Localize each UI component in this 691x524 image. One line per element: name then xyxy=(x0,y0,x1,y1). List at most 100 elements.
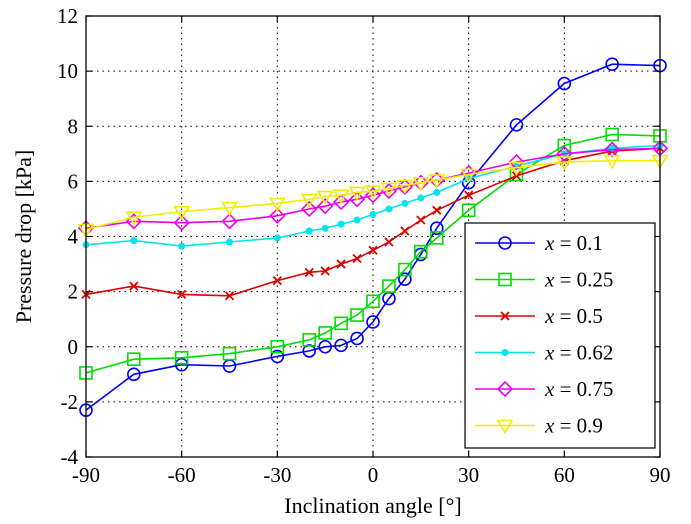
data-point xyxy=(316,190,334,206)
legend-box xyxy=(464,222,656,449)
x-tick-label: -90 xyxy=(72,463,100,487)
data-point xyxy=(433,188,441,196)
series-0.9 xyxy=(77,154,669,239)
data-point xyxy=(508,161,525,177)
y-axis-label: Pressure drop [kPa] xyxy=(11,150,36,324)
data-point xyxy=(368,245,378,255)
data-point xyxy=(174,350,189,365)
series-line xyxy=(85,63,661,411)
data-point xyxy=(605,127,619,142)
data-point xyxy=(432,205,442,215)
data-point xyxy=(348,191,366,208)
data-point xyxy=(173,205,191,221)
data-point xyxy=(177,289,187,300)
legend-item: x = 0.1 xyxy=(475,231,603,255)
y-tick-label: 2 xyxy=(68,280,79,304)
data-point xyxy=(508,153,525,171)
data-point xyxy=(270,349,285,364)
data-point xyxy=(305,227,313,235)
data-point xyxy=(302,344,317,358)
data-point xyxy=(509,118,524,132)
series-lines xyxy=(77,57,669,417)
data-point xyxy=(302,333,317,347)
data-point xyxy=(300,193,318,208)
legend-label: x = 0.75 xyxy=(544,377,613,401)
data-point xyxy=(385,205,393,213)
legend-marker xyxy=(501,349,509,356)
series-0.62 xyxy=(82,142,664,250)
data-point xyxy=(417,194,425,202)
legend: x = 0.1 x = 0.25 x = 0.5 x = 0.62 x = 0.75 x … xyxy=(464,222,656,449)
data-point xyxy=(382,279,396,293)
legend-item: x = 0.5 xyxy=(475,304,603,328)
data-point xyxy=(352,253,362,264)
data-point xyxy=(348,186,366,201)
legend-item: x = 0.62 xyxy=(475,341,613,365)
data-point xyxy=(364,185,382,200)
legend-label: x = 0.1 xyxy=(544,231,603,255)
data-point xyxy=(320,266,330,276)
series-0.75 xyxy=(77,140,669,237)
series-line xyxy=(85,159,660,231)
y-tick-label: -2 xyxy=(61,390,79,414)
x-axis-label: Inclination angle [°] xyxy=(284,493,461,518)
data-point xyxy=(318,326,332,340)
data-point xyxy=(429,231,444,245)
data-point xyxy=(332,193,350,211)
x-tick-label: 30 xyxy=(458,463,479,487)
data-point xyxy=(412,176,430,192)
data-point xyxy=(321,224,329,232)
data-point xyxy=(429,221,444,236)
legend-label: x = 0.25 xyxy=(544,268,613,292)
data-point xyxy=(178,242,186,250)
data-point xyxy=(334,316,348,331)
data-point xyxy=(301,200,318,218)
data-point xyxy=(269,207,286,224)
data-point xyxy=(332,189,350,204)
y-tick-label: 12 xyxy=(57,4,78,28)
data-point xyxy=(268,197,286,213)
x-tick-label: -30 xyxy=(263,463,291,487)
data-point xyxy=(414,244,428,259)
data-point xyxy=(129,281,139,291)
legend-marker xyxy=(498,236,512,250)
legend-item: x = 0.9 xyxy=(475,414,603,438)
data-point xyxy=(353,216,361,224)
data-point xyxy=(416,215,426,225)
data-point xyxy=(174,357,189,372)
data-point xyxy=(364,187,382,204)
data-point xyxy=(398,262,412,277)
y-tick-label: 8 xyxy=(68,114,79,138)
y-tick-label: 4 xyxy=(68,225,79,249)
data-point xyxy=(334,338,348,353)
data-point xyxy=(460,168,478,184)
legend-label: x = 0.62 xyxy=(544,341,613,365)
legend-item: x = 0.25 xyxy=(475,268,613,292)
data-point xyxy=(464,190,474,200)
data-point xyxy=(304,267,314,277)
data-point xyxy=(384,237,394,247)
y-tick-label: 0 xyxy=(68,335,79,359)
data-point xyxy=(273,234,281,242)
legend-marker xyxy=(500,311,510,321)
x-tick-label: -60 xyxy=(168,463,196,487)
data-point xyxy=(557,76,572,91)
data-point xyxy=(222,346,237,361)
legend-marker xyxy=(496,380,514,398)
data-point xyxy=(127,352,141,366)
data-point xyxy=(605,57,619,72)
data-point xyxy=(604,141,621,158)
legend-marker xyxy=(496,419,514,435)
data-point xyxy=(396,179,414,195)
legend-item: x = 0.75 xyxy=(475,377,613,401)
y-tick-label: 10 xyxy=(57,59,78,83)
data-point xyxy=(398,272,412,287)
legend-label: x = 0.5 xyxy=(544,304,603,328)
x-tick-label: 90 xyxy=(650,463,671,487)
x-tick-label: 60 xyxy=(554,463,575,487)
data-point xyxy=(337,220,345,228)
data-point xyxy=(272,275,282,286)
legend-label: x = 0.9 xyxy=(544,414,603,438)
data-point xyxy=(224,291,235,301)
